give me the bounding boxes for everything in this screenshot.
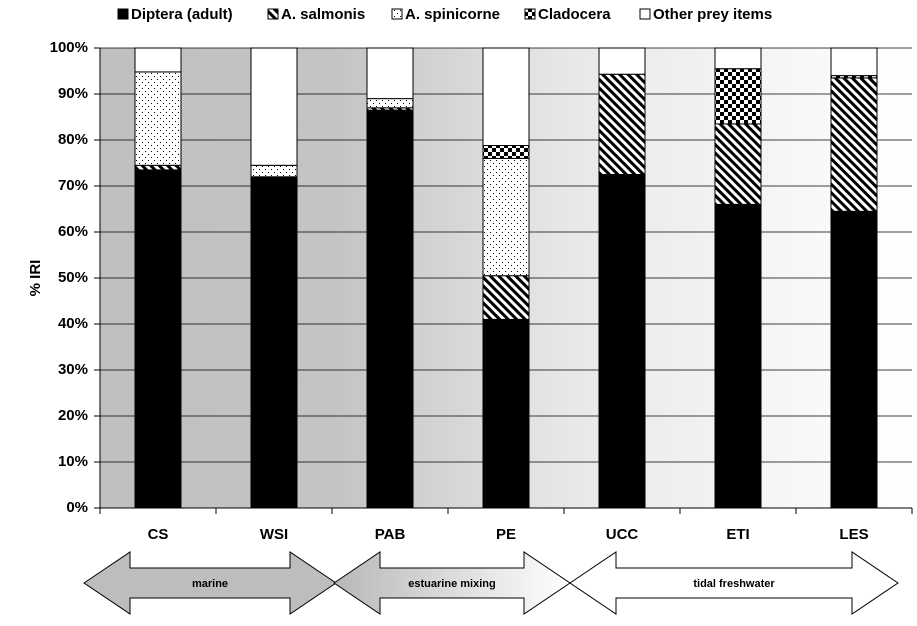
bar-segment	[482, 145, 530, 159]
region-arrows: marine estuarine mixing tidal freshwater	[83, 551, 899, 615]
y-tick-label: 30%	[58, 361, 88, 378]
x-tick-label: ETI	[726, 526, 749, 543]
bar-segment	[482, 275, 530, 320]
legend-label: A. spinicorne	[405, 6, 500, 23]
legend-swatch	[391, 8, 403, 20]
bar-segment	[714, 123, 762, 205]
bar-segment	[250, 176, 298, 509]
y-tick-label: 70%	[58, 177, 88, 194]
bar-segment	[482, 47, 530, 147]
legend-label: Other prey items	[653, 6, 772, 23]
bar-segment	[714, 68, 762, 125]
y-axis-label: % IRI	[27, 260, 44, 297]
bar-segment	[134, 47, 182, 73]
bar-segment	[134, 169, 182, 509]
legend-label: A. salmonis	[281, 6, 365, 23]
bar-segment	[366, 98, 414, 109]
bar-segment	[714, 203, 762, 509]
region-label: marine	[192, 578, 228, 590]
legend-swatch	[267, 8, 279, 20]
bar-segment	[134, 71, 182, 166]
bar-segment	[482, 157, 530, 277]
x-tick-label: PAB	[375, 526, 406, 543]
x-tick-label: LES	[839, 526, 868, 543]
x-tick-label: WSI	[260, 526, 288, 543]
x-tick-label: PE	[496, 526, 516, 543]
bar-segment	[598, 174, 646, 509]
y-tick-label: 80%	[58, 131, 88, 148]
bar-segment	[714, 47, 762, 70]
y-tick-label: 0%	[66, 499, 88, 516]
bar-segment	[830, 77, 878, 212]
y-tick-label: 90%	[58, 85, 88, 102]
y-tick-label: 20%	[58, 407, 88, 424]
x-tick-label: CS	[148, 526, 169, 543]
bar-segment	[830, 47, 878, 77]
bar-segment	[134, 164, 182, 171]
y-tick-label: 60%	[58, 223, 88, 240]
bar-segment	[598, 73, 646, 175]
bar-segment	[482, 318, 530, 509]
y-tick-label: 10%	[58, 453, 88, 470]
bar-segment	[830, 210, 878, 509]
bar-segment	[598, 47, 646, 75]
region-label: estuarine mixing	[408, 578, 495, 590]
y-tick-label: 100%	[50, 39, 88, 56]
y-tick-label: 50%	[58, 269, 88, 286]
legend-swatch	[524, 8, 536, 20]
arrow	[569, 551, 899, 615]
bar-segment	[250, 164, 298, 178]
legend-label: Cladocera	[538, 6, 611, 23]
region-label: tidal freshwater	[693, 578, 775, 590]
bar-segment	[366, 109, 414, 509]
x-tick-label: UCC	[606, 526, 639, 543]
legend-swatch	[117, 8, 129, 20]
legend-label: Diptera (adult)	[131, 6, 233, 23]
bar-segment	[250, 47, 298, 166]
y-tick-label: 40%	[58, 315, 88, 332]
bar-segment	[366, 47, 414, 100]
legend-swatch	[639, 8, 651, 20]
